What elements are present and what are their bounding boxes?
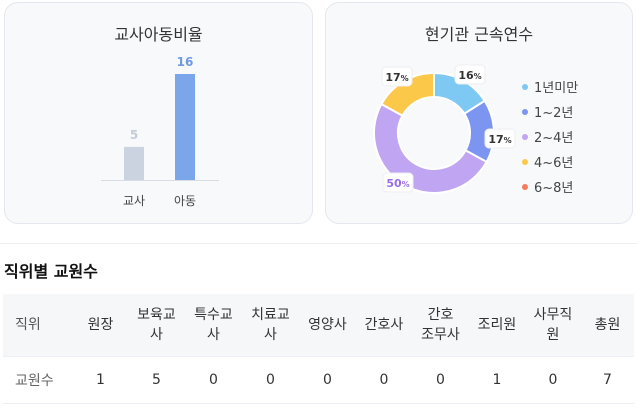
header-text: 조무사 bbox=[421, 327, 460, 343]
table-cell: 7 bbox=[581, 356, 634, 404]
donut-slice-2 bbox=[373, 102, 488, 194]
bar-0 bbox=[124, 146, 144, 180]
svg-text:50%: 50% bbox=[386, 177, 409, 190]
legend-label: 4~6년 bbox=[534, 156, 574, 171]
donut-label-value: 17 bbox=[385, 71, 400, 84]
header-text: 보육교 bbox=[137, 307, 176, 323]
table-cell: 0 bbox=[185, 356, 242, 404]
legend-item[interactable]: 1년미만 bbox=[522, 74, 578, 99]
donut-label-2: 50% bbox=[382, 172, 414, 193]
table-header-cell: 원장 bbox=[73, 294, 128, 357]
header-text: 사무직 bbox=[533, 307, 573, 323]
header-text: 사 bbox=[150, 327, 163, 343]
header-text: 간호사 bbox=[364, 317, 404, 333]
table-header-cell: 간호사 bbox=[356, 294, 412, 357]
legend-label: 6~8년 bbox=[534, 181, 574, 196]
legend-dot-icon bbox=[522, 183, 528, 190]
table-header-cell: 조리원 bbox=[469, 294, 525, 357]
legend-dot-icon bbox=[522, 158, 528, 165]
legend-label: 1~2년 bbox=[534, 106, 574, 121]
staff-section-title: 직위별 교원수 bbox=[4, 262, 98, 281]
header-text: 원 bbox=[546, 327, 560, 343]
svg-text:16%: 16% bbox=[458, 69, 481, 82]
tenure-card: 현기관 근속연수 16% 17% 50% 17% 1년미만 1~2년 2~4년 4~6년 6~… bbox=[325, 2, 633, 224]
table-cell: 0 bbox=[412, 356, 469, 404]
header-text: 사 bbox=[264, 327, 277, 343]
tenure-card-title: 현기관 근속연수 bbox=[424, 25, 534, 44]
header-text: 직위 bbox=[15, 317, 41, 333]
table-header-row: 직위 원장 보육교 사 특수교 사 치료교 사 영양사 간호사 간호 조무사 조리원 사무직 원 총원 bbox=[3, 294, 634, 357]
table-header-cell: 직위 bbox=[3, 294, 73, 357]
bar-value-label-1: 16 bbox=[177, 55, 194, 69]
table-header-cell: 총원 bbox=[581, 294, 634, 357]
section-divider bbox=[0, 243, 637, 244]
header-text: 원장 bbox=[87, 317, 114, 333]
table-header-cell: 영양사 bbox=[299, 294, 356, 357]
table-cell: 1 bbox=[73, 356, 128, 404]
header-text: 영양사 bbox=[308, 317, 347, 333]
bar-category-label-1: 아동 bbox=[174, 194, 196, 208]
svg-text:17%: 17% bbox=[385, 71, 408, 84]
legend-dot-icon bbox=[522, 83, 528, 90]
bar-1 bbox=[175, 74, 195, 180]
donut-label-value: 17 bbox=[488, 133, 503, 146]
tenure-donut-chart: 16%17%50%17% bbox=[373, 64, 516, 194]
legend-item[interactable]: 6~8년 bbox=[522, 174, 578, 199]
staff-table: 직위 원장 보육교 사 특수교 사 치료교 사 영양사 간호사 간호 조무사 조리원 사무직 원 총원 교원수… bbox=[3, 294, 634, 404]
legend-label: 2~4년 bbox=[534, 131, 574, 146]
header-text: 특수교 bbox=[194, 307, 233, 323]
header-text: 총원 bbox=[594, 317, 621, 333]
header-text: 치료교 bbox=[251, 307, 290, 323]
donut-slice-3 bbox=[380, 71, 435, 118]
donut-label-unit: % bbox=[474, 72, 482, 81]
donut-label-unit: % bbox=[504, 136, 512, 145]
legend-item[interactable]: 1~2년 bbox=[522, 99, 578, 124]
table-cell: 0 bbox=[242, 356, 299, 404]
legend-item[interactable]: 4~6년 bbox=[522, 149, 578, 174]
legend-dot-icon bbox=[522, 133, 528, 140]
table-cell: 교원수 bbox=[3, 356, 73, 404]
donut-label-0: 16% bbox=[454, 64, 486, 85]
table-cell: 0 bbox=[356, 356, 412, 404]
table-cell: 5 bbox=[128, 356, 185, 404]
legend-dot-icon bbox=[522, 108, 528, 115]
header-text: 간호 bbox=[427, 307, 454, 323]
donut-label-1: 17% bbox=[484, 128, 516, 149]
teacher-child-ratio-card: 교사아동비율 5 교사 16 아동 bbox=[4, 2, 313, 224]
header-text: 조리원 bbox=[477, 317, 517, 333]
donut-label-unit: % bbox=[402, 180, 410, 189]
donut-label-unit: % bbox=[401, 74, 409, 83]
table-row: 교원수 1 5 0 0 0 0 0 1 0 7 bbox=[3, 356, 634, 404]
ratio-bar-chart: 5 교사 16 아동 bbox=[101, 55, 219, 208]
table-cell: 0 bbox=[525, 356, 581, 404]
donut-label-value: 50 bbox=[386, 177, 402, 190]
ratio-card-title: 교사아동비율 bbox=[114, 25, 203, 44]
table-cell: 0 bbox=[299, 356, 356, 404]
bar-category-label-0: 교사 bbox=[123, 194, 145, 208]
legend-item[interactable]: 2~4년 bbox=[522, 124, 578, 149]
table-cell: 1 bbox=[469, 356, 525, 404]
legend-label: 1년미만 bbox=[534, 81, 579, 96]
bar-value-label-0: 5 bbox=[130, 128, 138, 142]
donut-label-value: 16 bbox=[458, 69, 474, 82]
header-text: 사 bbox=[207, 327, 220, 343]
donut-label-3: 17% bbox=[381, 66, 413, 87]
svg-text:17%: 17% bbox=[488, 133, 511, 146]
tenure-legend: 1년미만 1~2년 2~4년 4~6년 6~8년 bbox=[522, 74, 578, 199]
